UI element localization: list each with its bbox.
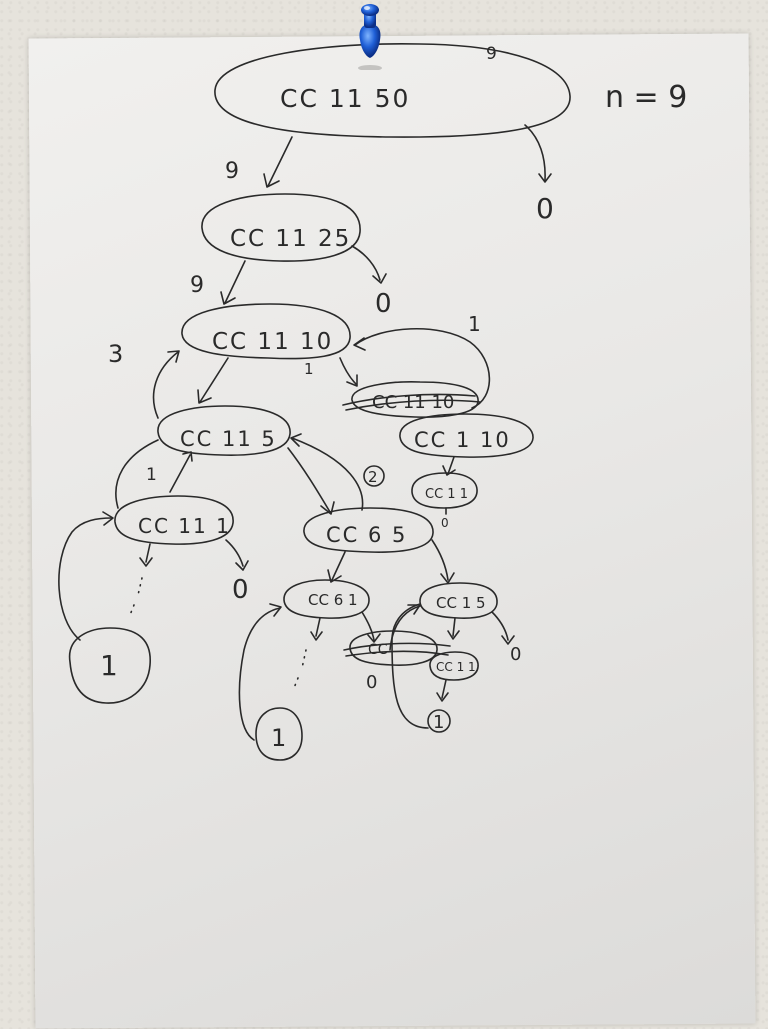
edge-cc-1-1-b-down: [441, 679, 447, 699]
edge-cc-11-5-return: [152, 351, 179, 419]
leaf-right: 1: [427, 709, 451, 733]
circled-two: 2: [363, 465, 385, 487]
node-cc-struck-small: CC: [343, 630, 451, 666]
node-cc-1-1-a: CC 1 1: [411, 472, 478, 509]
cc-11-10-left-count: 3: [108, 340, 123, 368]
edge-cc-11-1-right: [225, 539, 244, 567]
node-cc-1-1-a-label: CC 1 1: [425, 487, 468, 502]
leaf-right-value: 1: [433, 712, 444, 733]
edge-leaf-mid-return: [238, 607, 281, 741]
cc-11-10-mid-count: 1: [304, 360, 314, 378]
edge-cc-6-5-right: [431, 539, 449, 581]
cc-11-5-up-count: 1: [146, 465, 157, 485]
root-top-count: 9: [486, 44, 497, 64]
edge-cc-6-1-left: [315, 617, 321, 637]
node-cc-11-5: CC 11 5: [157, 405, 291, 456]
edge-cc-6-1-right: [361, 611, 375, 641]
edge-cc-11-25-right: [351, 245, 381, 281]
leaf-mid-value: 1: [271, 724, 286, 752]
leaf-mid: 1: [255, 707, 303, 761]
node-cc-11-10-label: CC 11 10: [212, 329, 333, 355]
header-note: n = 9: [605, 80, 687, 115]
edge-cc-6-5-left: [331, 551, 346, 581]
cc-11-10-in-count: 9: [190, 273, 204, 298]
edge-cc-11-10-left: [199, 357, 229, 403]
node-cc-1-5: CC 1 5: [419, 582, 498, 619]
node-root-label: CC 11 50: [280, 84, 410, 113]
edge-cc-11-1-return: [115, 439, 159, 509]
loop-right-count: 1: [468, 312, 481, 336]
node-cc-11-25: CC 11 25: [201, 193, 361, 262]
edge-cc-1-5-return-a: [389, 605, 421, 651]
node-cc-11-1-label: CC 11 1: [138, 514, 231, 538]
cc-11-25-in-count: 9: [225, 159, 239, 184]
edge-cc-1-5-down: [452, 617, 456, 637]
node-cc-11-25-label: CC 11 25: [230, 226, 351, 252]
node-cc-1-1-b: CC 1 1: [429, 651, 479, 681]
edge-cc-11-10-right: [339, 357, 357, 385]
edge-root-left: [267, 136, 293, 187]
cc-1-1-a-out-value: 0: [441, 516, 449, 530]
node-cc-6-5: CC 6 5: [303, 507, 434, 553]
edge-cc-11-5-right: [287, 447, 331, 513]
edge-cc-11-1-left: [145, 543, 151, 563]
node-cc-1-10: CC 1 10: [399, 413, 534, 458]
cc-11-1-right-value: 0: [232, 575, 249, 605]
edge-cc-1-10-down: [447, 456, 455, 475]
node-cc-6-1-label: CC 6 1: [308, 591, 358, 609]
node-cc-6-1: CC 6 1: [283, 579, 370, 619]
node-cc-1-1-b-label: CC 1 1: [436, 660, 476, 674]
edge-loop-return: [354, 328, 491, 409]
node-cc-1-5-label: CC 1 5: [436, 594, 486, 612]
node-cc-11-10: CC 11 10: [181, 303, 351, 360]
edge-cc-1-5-right: [491, 611, 509, 641]
node-cc-6-5-label: CC 6 5: [326, 523, 407, 547]
push-pin-icon: [358, 4, 382, 70]
edge-leaf-left-return: [58, 517, 113, 641]
cc-11-25-right-value: 0: [375, 289, 392, 319]
node-cc-11-1: CC 11 1: [114, 495, 234, 545]
svg-text:2: 2: [368, 468, 378, 486]
node-cc-11-5-label: CC 11 5: [180, 427, 277, 451]
leaf-left-value: 1: [100, 649, 118, 682]
leaf-left: 1: [68, 627, 151, 704]
node-root: CC 11 50: [214, 43, 571, 138]
edge-cc-11-5-down: [169, 454, 191, 493]
edge-leaf-right-return: [391, 603, 429, 729]
node-cc-11-10-struck: CC 11 10: [342, 381, 481, 418]
cc-1-5-right-value: 0: [510, 644, 521, 665]
struck-small-out-value: 0: [366, 672, 377, 693]
root-right-value: 0: [536, 192, 554, 225]
node-cc-1-10-label: CC 1 10: [414, 428, 511, 452]
edge-cc-6-5-return: [291, 437, 364, 511]
edge-cc-11-25-left: [224, 260, 246, 304]
edge-root-right: [524, 124, 546, 181]
